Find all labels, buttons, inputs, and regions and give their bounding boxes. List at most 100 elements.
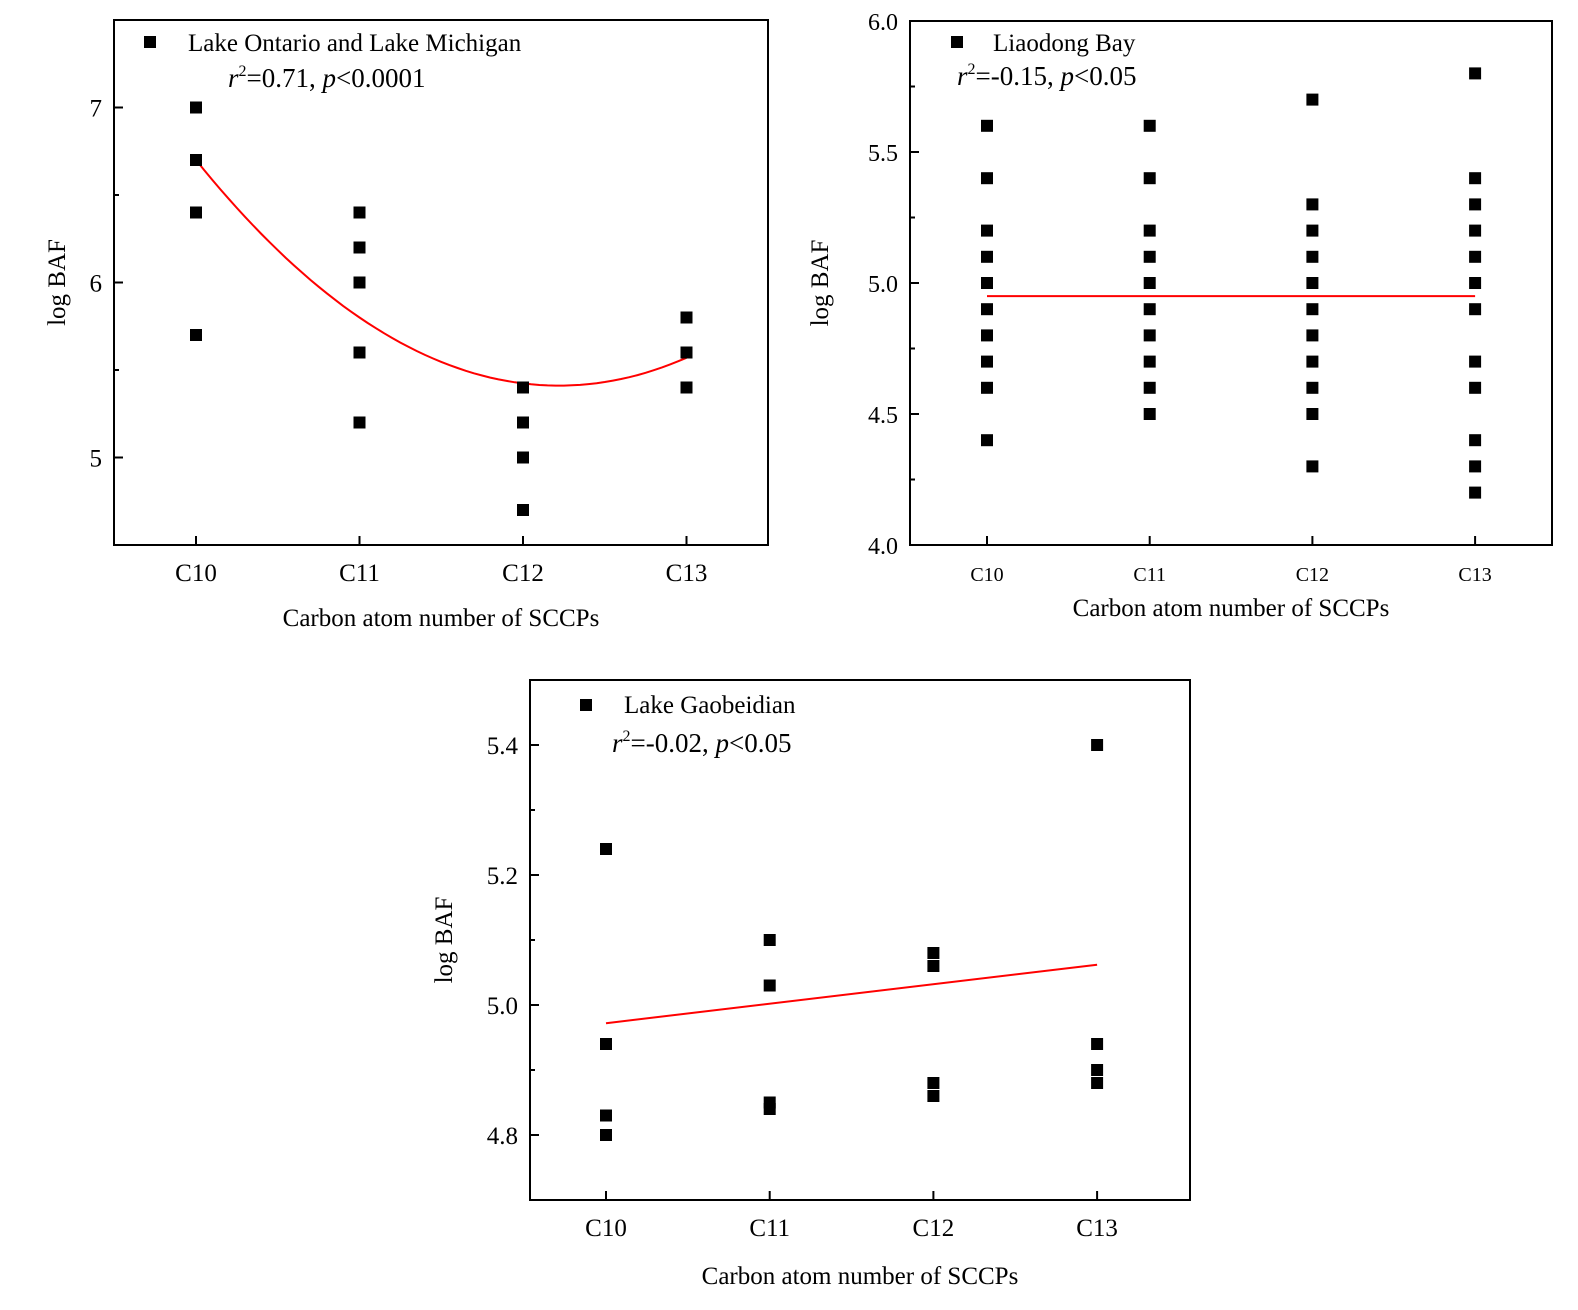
data-point [190,206,202,219]
x-tick-label: C11 [749,1215,790,1242]
data-point [1143,408,1156,420]
y-tick-label: 7 [90,96,103,123]
data-point [981,277,993,289]
data-point [353,276,366,289]
data-point [981,250,993,263]
y-tick-label: 4.0 [868,534,898,560]
data-point [600,1038,612,1050]
data-point [1306,381,1319,394]
data-point [680,381,693,394]
data-point [1306,198,1319,211]
chart-lake-ontario-michigan: 5 6 7 C10 C11 C12 C13 Carbon atom number of SCC… [44,19,769,632]
data-point [1469,277,1482,289]
data-point [981,303,993,316]
data-point [927,1090,940,1102]
data-point [981,434,993,447]
x-tick-label: C11 [339,560,380,587]
data-point [1091,1064,1104,1076]
y-tick-label: 4.8 [487,1123,518,1150]
chart-liaodong-bay: 4.0 4.5 5.0 5.5 6.0 C10 C11 C12 C13 Carbon atom n… [807,10,1553,622]
data-point [1143,303,1156,316]
plot-frame [113,19,769,546]
data-point [353,416,366,429]
data-point [1469,355,1482,368]
x-tick-label: C13 [666,560,708,587]
data-point [1469,434,1482,447]
data-point [1143,250,1156,263]
x-tick-label: C13 [1076,1215,1118,1242]
data-point [1143,119,1156,132]
data-point [1469,250,1482,263]
data-point [1306,355,1319,368]
x-tick-label: C12 [913,1215,955,1242]
data-point [927,1077,940,1089]
legend-label: Lake Ontario and Lake Michigan [188,30,522,57]
y-tick-label: 5.0 [487,993,518,1020]
data-point [1469,224,1482,237]
y-tick-label: 5.2 [487,863,518,890]
x-axis-title: Carbon atom number of SCCPs [1073,595,1390,622]
data-point [517,416,529,429]
data-point [1143,329,1156,342]
data-point [1469,198,1482,211]
data-point [1143,355,1156,368]
x-axis-title: Carbon atom number of SCCPs [283,605,600,632]
data-point [1306,93,1319,106]
data-point [517,451,529,464]
data-point [600,843,612,855]
data-point [1091,1038,1104,1050]
data-point [763,934,776,946]
data-point [981,224,993,237]
y-tick-label: 6.0 [868,10,898,36]
data-point [1306,460,1319,473]
data-point [981,381,993,394]
data-point [190,101,202,114]
y-tick-label: 5.4 [487,733,519,760]
y-tick-label: 4.5 [868,403,898,429]
x-tick-label: C10 [175,560,217,587]
data-point [981,355,993,368]
y-tick-label: 6 [90,271,103,298]
legend-label: Liaodong Bay [993,30,1136,57]
data-point [353,346,366,359]
data-point [763,1103,776,1115]
x-axis-title: Carbon atom number of SCCPs [702,1263,1019,1290]
legend-label: Lake Gaobeidian [624,692,796,719]
data-point [190,329,202,341]
data-point [1091,739,1104,751]
plot-frame [909,20,1553,546]
data-point [1469,381,1482,394]
data-point [981,119,993,132]
data-point [1469,486,1482,499]
data-point [1306,408,1319,420]
data-point [1306,224,1319,237]
data-point [353,241,366,254]
stat-annotation: r2=0.71, p<0.0001 [228,63,425,93]
stat-annotation: r2=-0.15, p<0.05 [957,61,1136,91]
x-tick-label: C10 [970,564,1003,586]
data-point [600,1109,612,1122]
legend-marker [144,36,156,48]
stat-annotation: r2=-0.02, p<0.05 [612,728,791,758]
data-point [1143,172,1156,185]
data-point [1469,303,1482,316]
data-point [1469,172,1482,185]
data-point [1469,67,1482,80]
data-point [927,960,940,972]
data-point [1306,277,1319,289]
data-point [1091,1077,1104,1089]
data-point [1306,250,1319,263]
data-point [1143,381,1156,394]
x-tick-label: C10 [585,1215,627,1242]
data-point [1143,224,1156,237]
data-point [600,1129,612,1141]
data-point [517,504,529,516]
data-point [1143,277,1156,289]
data-point [927,947,940,959]
data-point [1306,303,1319,316]
y-tick-label: 5.5 [868,141,898,167]
data-point [353,206,366,219]
data-point [1469,460,1482,473]
x-tick-label: C12 [502,560,544,587]
